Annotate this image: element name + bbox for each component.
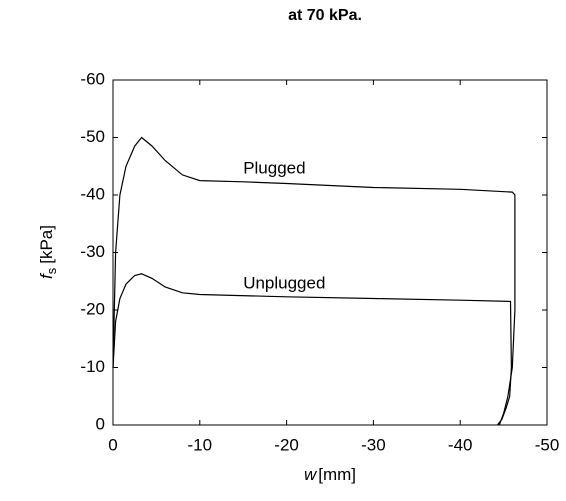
y-tick-label: -40 (80, 184, 105, 203)
y-label-unit: [kPa] (37, 225, 56, 264)
x-tick-label: -50 (535, 435, 560, 454)
y-label-symbol: f (37, 272, 56, 279)
x-tick-label: 0 (108, 435, 117, 454)
chart-title: at 70 kPa. (288, 7, 362, 24)
series-line (112, 273, 513, 426)
y-tick-label: -60 (80, 69, 105, 88)
x-tick-label: -10 (188, 435, 213, 454)
x-tick-label: -40 (448, 435, 473, 454)
series-line (112, 136, 516, 426)
y-tick-label: 0 (96, 414, 105, 433)
y-tick-label: -50 (80, 127, 105, 146)
series-label: Plugged (243, 159, 305, 178)
y-tick-label: -20 (80, 299, 105, 318)
x-label-unit: [mm] (318, 465, 356, 484)
y-label-subscript: s (44, 267, 59, 274)
y-tick-label: -30 (80, 242, 105, 261)
x-tick-label: -20 (274, 435, 299, 454)
plot-frame (112, 79, 548, 426)
y-tick-label: -10 (80, 357, 105, 376)
x-axis-label: w [mm] (304, 465, 356, 484)
x-tick-label: -30 (361, 435, 386, 454)
x-label-symbol: w (304, 465, 318, 484)
y-axis-label: fs [kPa] (37, 225, 59, 279)
series-label: Unplugged (243, 274, 325, 293)
